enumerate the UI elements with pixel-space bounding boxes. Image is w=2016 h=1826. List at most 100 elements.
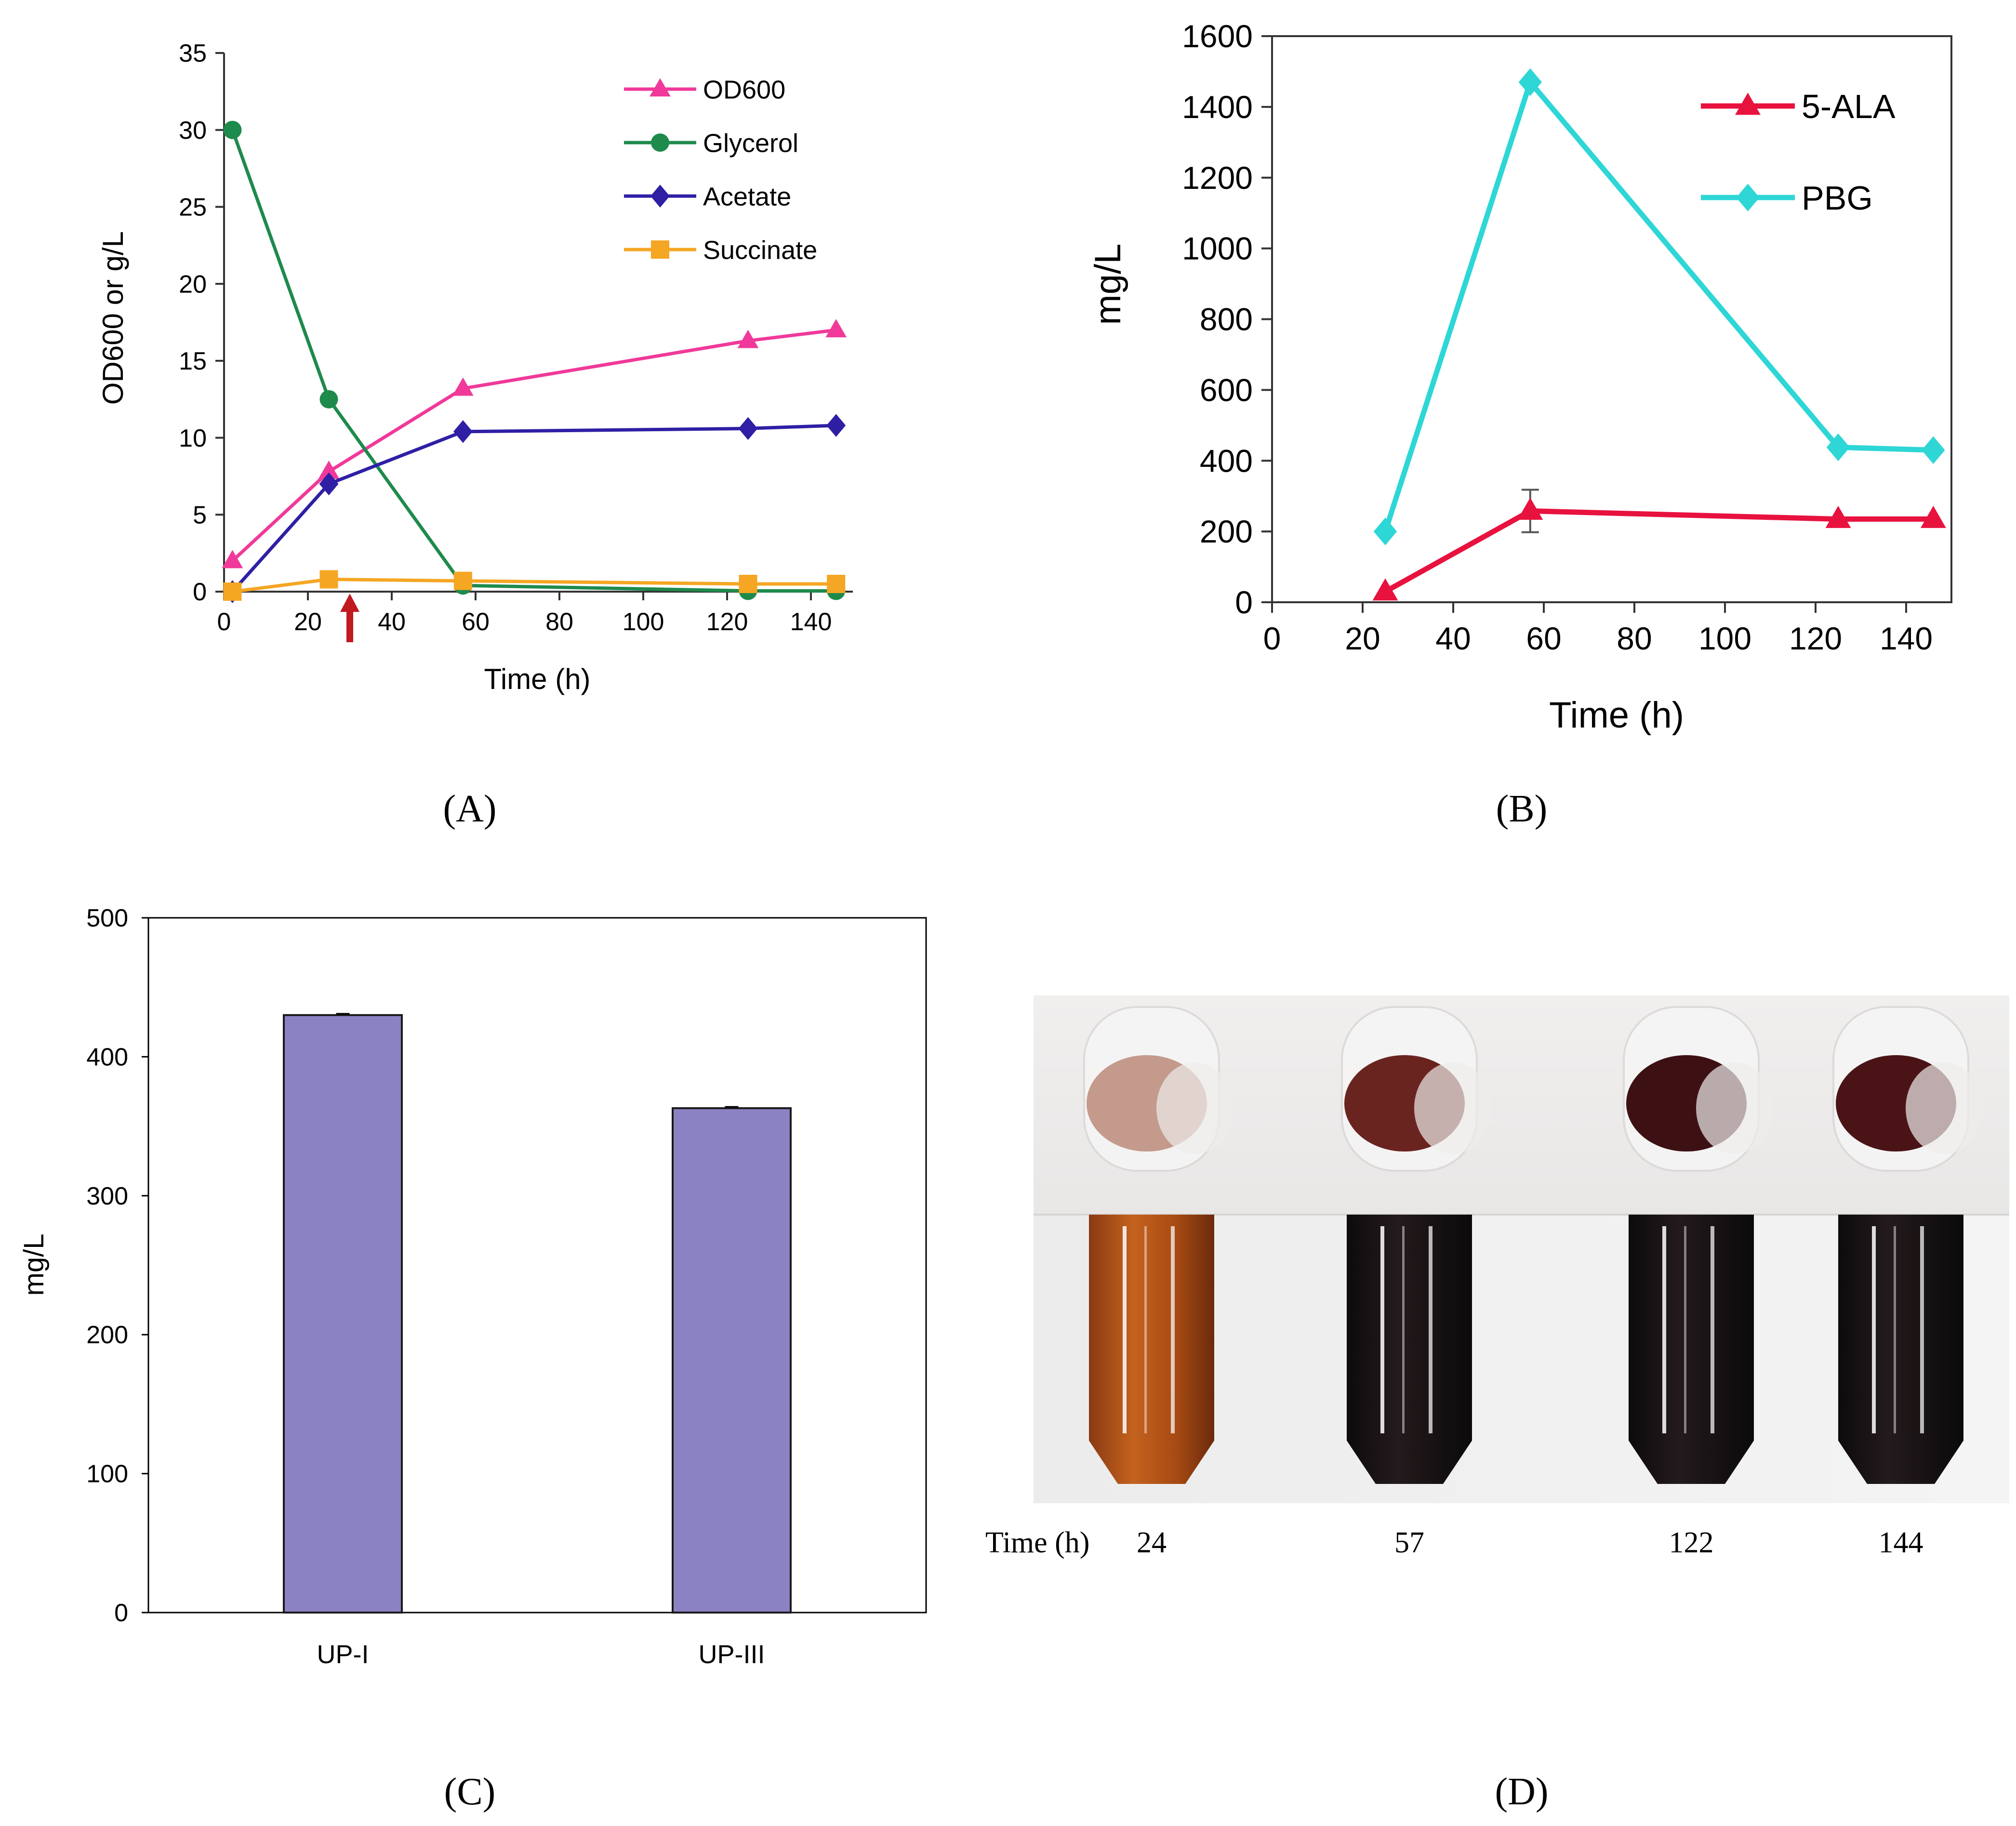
panel-c-y-tick-label: 500 — [86, 904, 128, 932]
legend-marker-pbg — [1736, 184, 1760, 212]
data-point-acetate — [826, 414, 846, 437]
a-x-tick-label: 140 — [790, 608, 832, 636]
panel-d-caption: (D) — [1495, 1771, 1548, 1813]
a-x-tick-label: 40 — [378, 608, 406, 636]
tube-highlight — [1123, 1226, 1127, 1433]
data-point-succinate — [827, 575, 846, 594]
panel-a-line-chart: 0 20 40 60 80 100 120 140 0 5 10 15 20 25 30 35 OD600 Gl… — [97, 40, 853, 695]
b-x-tick-label: 120 — [1789, 621, 1842, 656]
inducer-arrow-head — [340, 594, 359, 612]
tube-highlight — [1920, 1226, 1924, 1433]
data-point-succinate — [319, 570, 338, 589]
data-point-pbg — [1922, 436, 1945, 464]
data-point-5-ala — [1825, 505, 1851, 528]
data-point-5-ala — [1920, 505, 1946, 528]
photo-time-57: 57 — [1394, 1526, 1424, 1559]
legend-marker-succinate — [651, 240, 669, 259]
panel-a-y-axis-label: OD600 or g/L — [97, 231, 129, 405]
a-x-tick-label: 120 — [706, 608, 748, 636]
tube-highlight — [1662, 1226, 1666, 1433]
b-y-tick-label: 1200 — [1182, 160, 1253, 196]
a-y-tick-label: 25 — [179, 194, 207, 222]
photo-time-144: 144 — [1879, 1526, 1923, 1559]
panel-c-y-tick-label: 300 — [86, 1182, 128, 1210]
panel-a-caption: (A) — [443, 788, 496, 830]
a-x-tick-label: 100 — [623, 608, 664, 636]
inducer-arrow-shaft — [346, 611, 353, 642]
data-point-od600 — [318, 461, 340, 479]
panel-b-series — [1372, 68, 1946, 601]
data-point-pbg — [1826, 433, 1850, 462]
legend-label-5-ala: 5-ALA — [1802, 88, 1896, 125]
a-x-tick-label: 0 — [217, 608, 231, 636]
legend-label-glycerol: Glycerol — [703, 129, 798, 158]
a-x-tick-label: 60 — [462, 608, 490, 636]
data-point-od600 — [737, 330, 759, 348]
data-point-pbg — [1518, 68, 1542, 96]
data-point-od600 — [222, 550, 243, 569]
panel-c-y-axis-label: mg/L — [18, 1234, 50, 1296]
data-point-acetate — [738, 417, 758, 440]
data-point-pbg — [1373, 517, 1397, 545]
panel-b-caption: (B) — [1496, 788, 1548, 830]
data-point-glycerol — [223, 120, 242, 139]
photo-time-label: Time (h) — [985, 1526, 1089, 1559]
legend-marker-od600 — [650, 78, 671, 97]
panel-b-y-axis-label: mg/L — [1088, 244, 1128, 325]
data-point-glycerol — [319, 390, 338, 409]
tube-top-meniscus — [1156, 1062, 1233, 1154]
b-y-tick-label: 800 — [1200, 302, 1253, 337]
data-point-succinate — [739, 575, 757, 594]
b-y-tick-label: 200 — [1200, 514, 1253, 549]
tube-top-meniscus — [1906, 1062, 1983, 1154]
b-x-tick-label: 60 — [1526, 621, 1561, 656]
panel-c-axes: 0 100 200 300 400 500 — [86, 904, 148, 1627]
bar-up-i — [283, 1014, 403, 1614]
panel-d-photo: Time (h) 24 57 122 144 — [985, 995, 2009, 1559]
b-x-tick-label: 20 — [1345, 621, 1380, 656]
b-x-tick-label: 0 — [1263, 621, 1281, 656]
a-y-tick-label: 10 — [179, 424, 207, 452]
panel-a-series — [222, 120, 847, 642]
tube-top-meniscus — [1696, 1062, 1773, 1154]
series-line-pbg — [1382, 79, 1934, 532]
panel-b-x-axis-label: Time (h) — [1549, 695, 1684, 736]
b-y-tick-label: 1400 — [1182, 89, 1253, 125]
a-y-tick-label: 30 — [179, 117, 207, 145]
b-y-tick-label: 0 — [1235, 584, 1253, 620]
panel-c-bar-chart: 0 100 200 300 400 500 UP-I UP-III mg/L — [18, 904, 927, 1669]
b-y-tick-label: 1600 — [1182, 18, 1253, 54]
tube-highlight — [1402, 1226, 1405, 1433]
b-y-tick-label: 600 — [1200, 372, 1253, 408]
panel-c-plot-frame — [147, 917, 927, 1614]
a-y-tick-label: 5 — [193, 501, 207, 529]
bar-up-iii — [672, 1107, 792, 1614]
panel-b-legend: 5-ALA PBG — [1701, 88, 1896, 217]
panel-c-y-tick-label: 0 — [114, 1599, 128, 1627]
legend-marker-acetate — [650, 185, 670, 208]
category-label-up-iii: UP-III — [698, 1640, 765, 1669]
legend-marker-5-ala — [1735, 93, 1761, 115]
series-line-od600 — [231, 328, 836, 562]
b-x-tick-label: 100 — [1698, 621, 1751, 656]
tube-bottom-122 — [1629, 1215, 1754, 1484]
tube-bottom-144 — [1838, 1215, 1963, 1484]
data-point-acetate — [453, 420, 473, 443]
panel-b-line-chart: 0 20 40 60 80 100 120 1400200400600800100012001… — [1088, 18, 1952, 736]
a-x-tick-label: 20 — [294, 608, 322, 636]
tube-bottom-57 — [1347, 1215, 1472, 1484]
data-point-od600 — [825, 319, 847, 338]
data-point-5-ala — [1517, 497, 1543, 520]
legend-marker-glycerol — [651, 133, 669, 152]
legend-label-acetate: Acetate — [703, 182, 791, 211]
b-x-tick-label: 140 — [1880, 621, 1933, 656]
tube-highlight — [1380, 1226, 1384, 1433]
photo-tubes — [1083, 1006, 1983, 1484]
panel-a-axes: 0 20 40 60 80 100 120 140 0 5 10 15 20 25 30 35 — [179, 40, 853, 636]
series-line-acetate — [231, 423, 836, 593]
category-label-up-i: UP-I — [317, 1640, 369, 1669]
tube-highlight — [1144, 1226, 1147, 1433]
tube-highlight — [1684, 1226, 1686, 1433]
tube-highlight — [1894, 1226, 1896, 1433]
